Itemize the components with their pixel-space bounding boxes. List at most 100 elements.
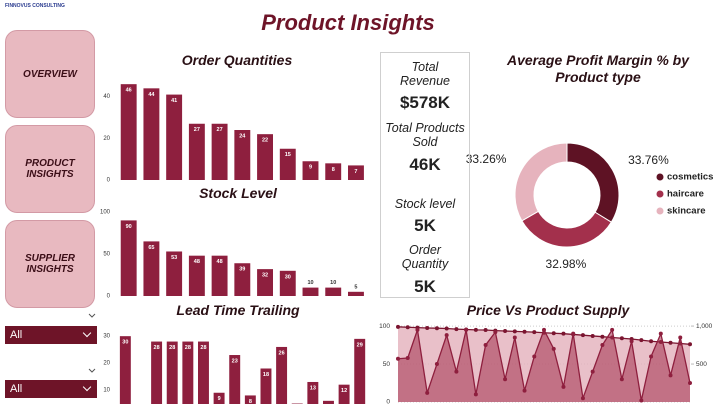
marker	[619, 336, 624, 341]
bar	[211, 123, 228, 180]
bar	[143, 88, 160, 180]
filter-dropdown[interactable]: All	[5, 326, 97, 344]
y2-tick-label: 500	[696, 361, 707, 368]
marker	[532, 354, 537, 359]
marker	[473, 327, 478, 332]
bar	[276, 346, 288, 404]
bar	[325, 163, 342, 180]
data-label: 30	[285, 274, 291, 280]
data-label: 9	[309, 165, 312, 171]
data-label: 24	[239, 133, 246, 139]
marker	[688, 381, 692, 386]
marker	[600, 334, 605, 339]
y-tick-label: 100	[100, 210, 111, 216]
bar	[307, 381, 319, 404]
data-label: 5	[354, 284, 357, 290]
marker	[503, 329, 508, 334]
bar	[325, 287, 342, 296]
bar	[348, 291, 364, 296]
data-label: 10	[330, 280, 336, 286]
marker	[561, 331, 566, 336]
marker	[571, 331, 576, 336]
marker	[512, 335, 517, 340]
bar	[338, 384, 350, 404]
marker	[493, 330, 498, 335]
legend-swatch	[656, 190, 664, 198]
bar	[348, 165, 364, 180]
data-label: 15	[285, 152, 291, 158]
pie-slice	[514, 142, 568, 222]
marker	[580, 396, 585, 401]
data-label: 39	[239, 267, 245, 273]
y-tick-label: 10	[103, 388, 110, 394]
y2-tick-label: 1,000	[696, 323, 713, 330]
bar	[213, 392, 225, 404]
marker	[551, 331, 556, 336]
bar	[188, 123, 205, 180]
area	[398, 329, 690, 402]
legend-label: skincare	[667, 206, 706, 217]
bar	[234, 130, 251, 180]
data-label: 28	[185, 345, 191, 351]
marker	[580, 333, 585, 338]
pie-slice	[566, 142, 620, 223]
bar	[211, 255, 228, 296]
data-label: 18	[263, 372, 269, 378]
marker	[405, 325, 410, 330]
nav-button[interactable]: SUPPLIER INSIGHTS	[5, 220, 95, 308]
marker	[668, 340, 673, 345]
bar	[182, 341, 194, 404]
nav-button[interactable]: PRODUCT INSIGHTS	[5, 125, 95, 213]
marker	[532, 330, 537, 335]
chart-title: Price Vs Product Supply	[466, 302, 630, 318]
marker	[454, 327, 459, 332]
kpi-label: Total Products Sold	[385, 121, 465, 149]
marker	[688, 342, 692, 347]
marker	[649, 339, 654, 344]
data-label: 13	[310, 385, 316, 391]
data-label: 46	[126, 88, 132, 94]
bar	[354, 338, 366, 404]
data-label: 23	[232, 358, 238, 364]
bar	[143, 241, 160, 296]
legend-swatch	[656, 207, 664, 215]
chart-title: Order Quantities	[181, 52, 293, 68]
marker	[629, 339, 634, 344]
data-label: 10	[307, 280, 313, 286]
bar	[257, 269, 273, 296]
marker	[551, 346, 556, 351]
bar	[229, 355, 241, 404]
marker	[396, 356, 400, 361]
legend-label: cosmetics	[667, 172, 713, 183]
marker	[434, 326, 439, 331]
marker	[512, 329, 517, 334]
bar	[166, 341, 178, 404]
marker	[425, 325, 430, 330]
data-label: 44	[148, 92, 155, 98]
marker	[658, 331, 663, 336]
bar	[120, 220, 137, 296]
filter-dropdown[interactable]: All	[5, 380, 97, 398]
marker	[668, 373, 673, 378]
data-label: 27	[217, 127, 223, 133]
bar	[188, 255, 205, 296]
data-label: 28	[200, 345, 206, 351]
bar	[198, 341, 209, 404]
chevron	[88, 368, 96, 373]
bar	[260, 368, 272, 404]
marker	[444, 333, 449, 338]
data-label: 22	[262, 138, 268, 144]
bar	[257, 134, 273, 180]
data-label: 26	[279, 350, 285, 356]
kpi-card	[380, 52, 470, 298]
chevron	[88, 313, 96, 318]
nav-button[interactable]: OVERVIEW	[5, 30, 95, 118]
marker	[396, 324, 400, 329]
marker	[434, 362, 439, 367]
pie-slice	[521, 210, 613, 248]
marker	[610, 327, 615, 332]
data-label: 9	[218, 396, 221, 402]
marker	[464, 327, 469, 332]
chart-title: Stock Level	[199, 185, 277, 201]
